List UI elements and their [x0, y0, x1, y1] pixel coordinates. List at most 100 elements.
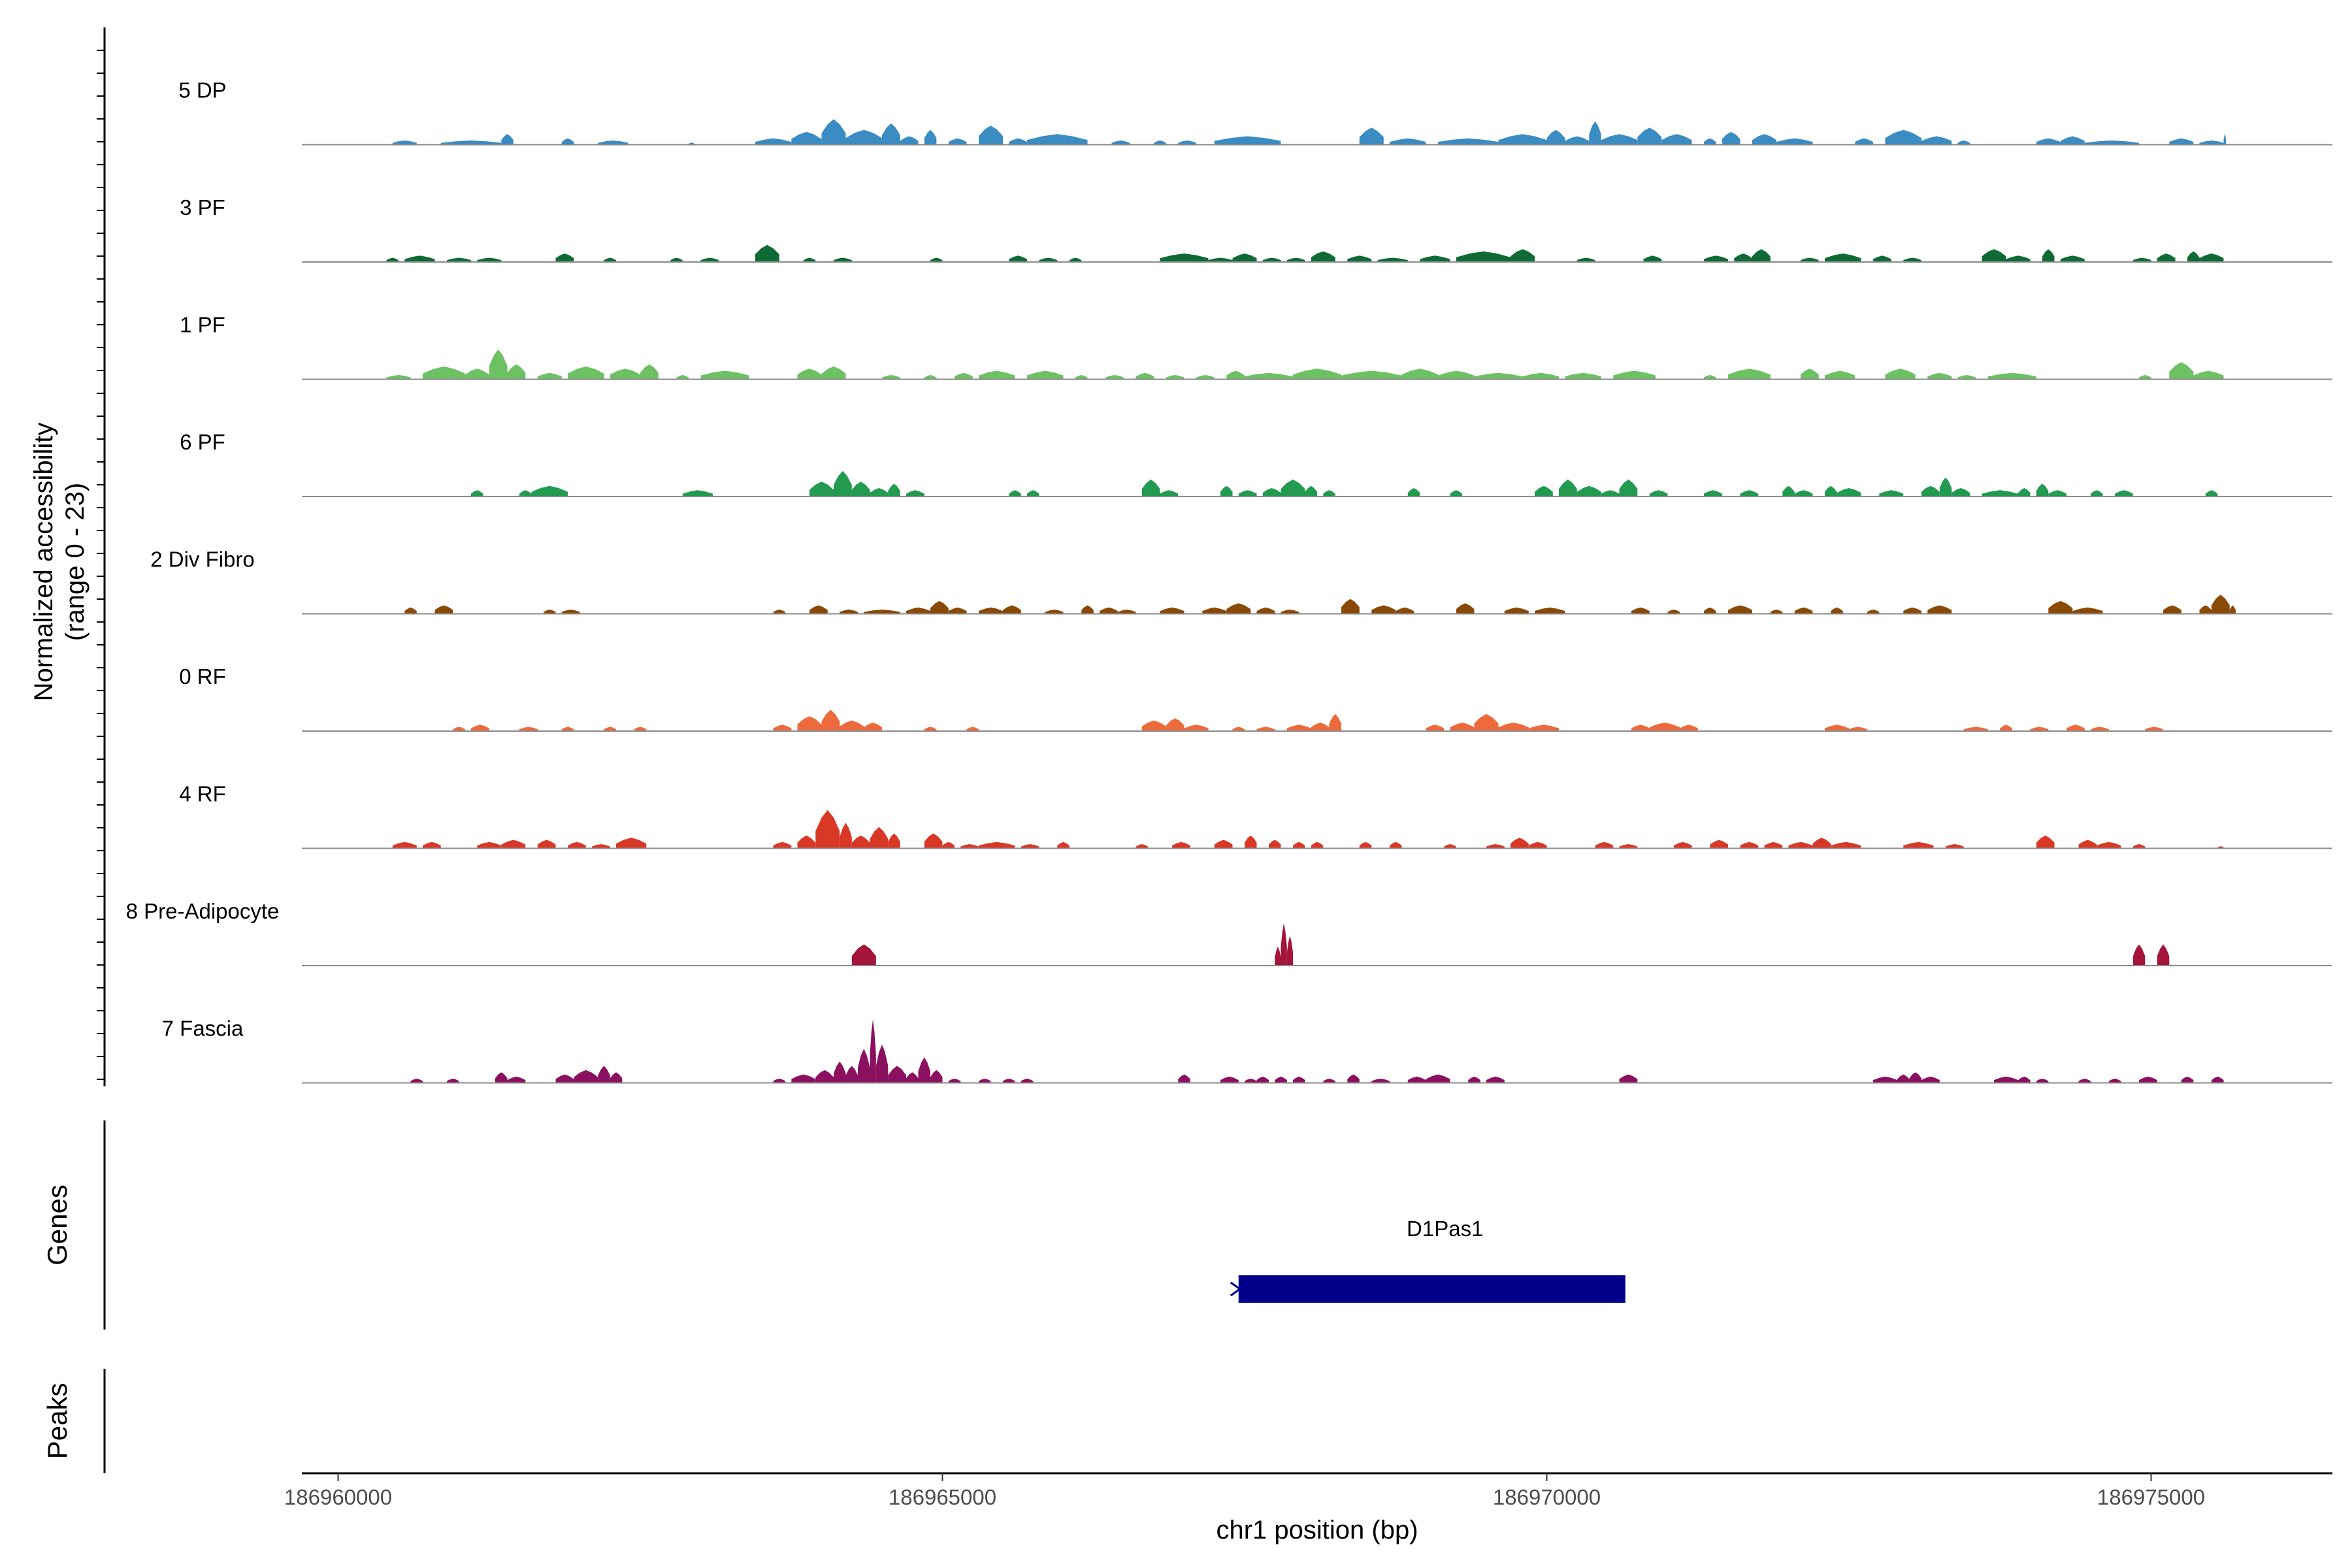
coverage-peak	[1371, 1079, 1390, 1083]
coverage-peak	[1341, 370, 1402, 380]
coverage-peak	[888, 1066, 906, 1083]
coverage-peak	[2042, 249, 2055, 262]
coverage-peak	[1631, 607, 1650, 614]
coverage-peak	[2212, 1076, 2224, 1083]
coverage-peak	[1111, 140, 1130, 145]
coverage-peak	[924, 129, 937, 145]
coverage-peak	[1371, 605, 1396, 614]
coverage-peak	[489, 349, 508, 380]
coverage-peak	[1546, 129, 1565, 145]
coverage-peak	[797, 716, 822, 731]
coverage-peak	[507, 1076, 526, 1083]
coverage-peak	[1825, 485, 1837, 497]
coverage-peak	[979, 841, 1015, 849]
coverage-peak	[495, 1072, 508, 1083]
coverage-peak	[2157, 253, 2176, 262]
coverage-peak	[791, 1074, 816, 1083]
coverage-peak	[2072, 607, 2103, 614]
coverage-peak	[561, 727, 574, 731]
coverage-peak	[840, 823, 852, 849]
coverage-peak	[1957, 140, 1970, 145]
coverage-peak	[1704, 490, 1722, 497]
coverage-peak	[864, 723, 882, 731]
coverage-peak	[1075, 375, 1088, 380]
coverage-peak	[979, 125, 1003, 145]
coverage-peak	[1160, 490, 1179, 497]
coverage-peak	[1752, 249, 1771, 262]
coverage-peak	[773, 1079, 785, 1083]
coverage-peak	[834, 470, 852, 497]
coverage-peak	[2169, 138, 2194, 145]
coverage-peak	[1649, 490, 1668, 497]
x-axis-title: chr1 position (bp)	[1216, 1516, 1418, 1544]
coverage-peak	[2139, 1076, 2157, 1083]
strand-arrow-icon	[1230, 1281, 1242, 1297]
coverage-peak	[1565, 372, 1601, 380]
coverage-peak	[2006, 255, 2031, 262]
coverage-peak	[882, 375, 900, 380]
coverage-peak	[1323, 490, 1335, 497]
coverage-peak	[1921, 1076, 1940, 1083]
coverage-peak	[2181, 1076, 2194, 1083]
coverage-peak	[1202, 607, 1227, 614]
coverage-peak	[1262, 488, 1281, 497]
coverage-peak	[1214, 136, 1281, 145]
coverage-peak	[2078, 1079, 2091, 1083]
coverage-peak	[2212, 595, 2230, 614]
track-0-rf: 0 RF	[179, 664, 2332, 732]
track-7-fascia: 7 Fascia	[162, 1017, 2332, 1084]
coverage-peak	[1269, 840, 1281, 849]
coverage-peak	[1511, 838, 1529, 849]
coverage-peak	[2157, 944, 2170, 966]
coverage-peak	[2132, 944, 2146, 966]
coverage-peak	[930, 600, 949, 614]
coverage-peak	[1184, 725, 1209, 731]
coverage-peak	[1728, 368, 1771, 380]
coverage-peak	[700, 370, 749, 380]
coverage-peak	[1601, 490, 1620, 497]
coverage-peak	[1782, 485, 1795, 497]
coverage-peak	[1293, 368, 1341, 380]
coverage-peak	[555, 253, 574, 262]
coverage-peak	[1987, 372, 2036, 380]
coverage-peak	[1426, 1074, 1450, 1083]
coverage-peak	[2078, 840, 2097, 849]
coverage-peak	[471, 725, 489, 731]
coverage-peak	[561, 138, 574, 145]
coverage-peak	[1504, 607, 1529, 614]
coverage-peak	[2030, 727, 2049, 731]
coverage-peak	[2097, 841, 2121, 849]
coverage-peak	[555, 1074, 574, 1083]
coverage-peak	[1027, 370, 1064, 380]
coverage-peak	[1752, 134, 1776, 145]
coverage-peak	[1166, 718, 1184, 731]
track-label: 4 RF	[179, 782, 226, 806]
coverage-peak	[1045, 610, 1064, 614]
coverage-peak	[930, 257, 943, 262]
coverage-peak	[2066, 725, 2085, 731]
coverage-peak	[1704, 607, 1716, 614]
coverage-peak	[1401, 368, 1438, 380]
coverage-peak	[1619, 844, 1638, 849]
coverage-peak	[1528, 841, 1547, 849]
coverage-peak	[791, 131, 822, 145]
coverage-peak	[1359, 127, 1384, 145]
coverage-peak	[1825, 370, 1855, 380]
coverage-peak	[1323, 1079, 1335, 1083]
coverage-peak	[1396, 607, 1414, 614]
coverage-peak	[1160, 607, 1184, 614]
coverage-peak	[1232, 727, 1245, 731]
coverage-peak	[900, 136, 919, 145]
coverage-peak	[1329, 713, 1341, 731]
coverage-peak	[1952, 488, 1970, 497]
track-1-pf: 1 PF	[180, 313, 2332, 380]
coverage-peak	[1456, 251, 1511, 262]
coverage-peak	[1178, 140, 1196, 145]
coverage-peak	[700, 257, 719, 262]
coverage-peak	[1921, 485, 1940, 497]
coverage-peak	[1734, 253, 1752, 262]
coverage-peak	[2199, 605, 2212, 614]
coverage-peak	[610, 368, 640, 380]
coverage-peak	[423, 841, 441, 849]
coverage-peak	[1117, 610, 1136, 614]
